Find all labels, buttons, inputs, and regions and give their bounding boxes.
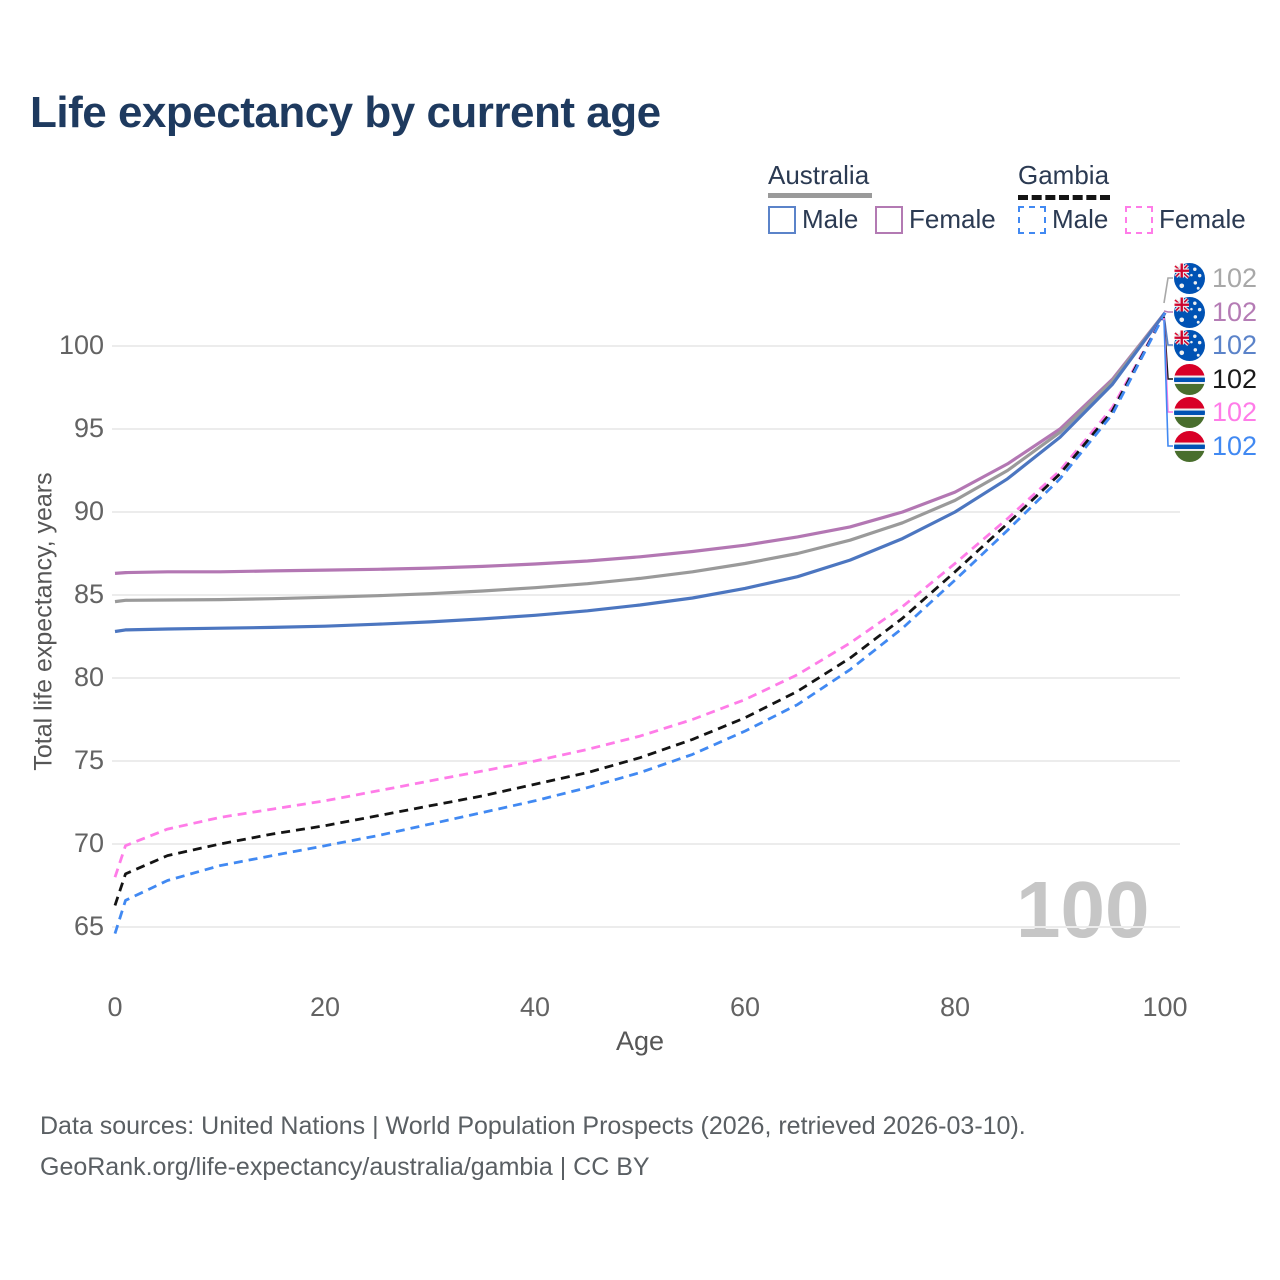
- australia-flag-icon: [1174, 262, 1205, 294]
- source-line-1: Data sources: United Nations | World Pop…: [40, 1112, 1026, 1140]
- end-value-label: 102: [1212, 296, 1258, 327]
- source-line-2[interactable]: GeoRank.org/life-expectancy/australia/ga…: [40, 1153, 650, 1181]
- series-line-australia-all[interactable]: [114, 311, 1167, 604]
- series-line-gambia-male[interactable]: [113, 312, 1167, 935]
- end-label-leader-0: [1163, 277, 1173, 304]
- end-label-leader-5: [1163, 319, 1173, 447]
- series-line-gambia-female[interactable]: [113, 312, 1167, 878]
- y-tick-label-75: 75: [73, 745, 104, 775]
- watermark-100: 100: [1016, 865, 1150, 954]
- legend-item-australia-male[interactable]: Male: [768, 204, 858, 235]
- end-value-label: 102: [1212, 363, 1258, 394]
- australia-male-swatch-icon: [768, 205, 796, 234]
- y-tick-label-65: 65: [73, 911, 104, 941]
- y-tick-label-90: 90: [73, 496, 104, 526]
- end-label-leader-2: [1163, 314, 1173, 346]
- legend-item-label: Female: [909, 204, 996, 234]
- australia-flag-icon: [1174, 329, 1205, 361]
- legend-item-gambia-male[interactable]: Male: [1018, 204, 1108, 235]
- x-axis-title: Age: [615, 1026, 665, 1056]
- end-value-label: 102: [1212, 262, 1258, 293]
- legend-group-gambia: Gambia: [1018, 160, 1110, 200]
- end-value-label: 102: [1212, 329, 1258, 360]
- gambia-female-swatch-icon: [1125, 205, 1153, 234]
- y-tick-label-95: 95: [73, 413, 104, 443]
- end-value-label: 102: [1212, 430, 1258, 461]
- y-tick-label-80: 80: [73, 662, 104, 692]
- x-tick-label-40: 40: [519, 992, 551, 1022]
- legend-item-label: Male: [1052, 204, 1109, 234]
- y-tick-label-70: 70: [73, 828, 104, 858]
- y-tick-label-100: 100: [58, 330, 104, 360]
- end-label-row-australia-all: 102: [1174, 262, 1258, 294]
- x-tick-label-100: 100: [1142, 992, 1188, 1022]
- australia-female-swatch-icon: [875, 205, 903, 234]
- x-tick-label-0: 0: [107, 992, 123, 1022]
- gambia-flag-icon: [1174, 396, 1205, 428]
- legend-australia-underline: [768, 193, 872, 198]
- y-axis-title: Total life expectancy, years: [29, 472, 58, 771]
- australia-flag-icon: [1174, 296, 1205, 328]
- series-line-australia-male[interactable]: [114, 311, 1167, 634]
- gambia-flag-icon: [1174, 363, 1205, 395]
- page-title: Life expectancy by current age: [30, 88, 661, 137]
- gambia-flag-icon: [1174, 430, 1205, 462]
- legend-group-australia: Australia: [768, 160, 872, 198]
- end-label-row-gambia-all: 102: [1174, 363, 1258, 395]
- legend-item-gambia-female[interactable]: Female: [1125, 204, 1246, 235]
- gambia-male-swatch-icon: [1018, 205, 1046, 234]
- x-tick-label-20: 20: [309, 992, 341, 1022]
- end-label-row-gambia-female: 102: [1174, 396, 1258, 428]
- end-label-leader-1: [1163, 310, 1173, 313]
- end-label-row-australia-male: 102: [1174, 329, 1258, 361]
- x-tick-label-80: 80: [939, 992, 971, 1022]
- series-line-gambia-all[interactable]: [113, 312, 1167, 906]
- legend-gambia-label[interactable]: Gambia: [1018, 160, 1110, 190]
- x-tick-label-60: 60: [729, 992, 761, 1022]
- series-line-australia-female[interactable]: [114, 311, 1167, 575]
- end-label-row-gambia-male: 102: [1174, 430, 1258, 462]
- legend-item-label: Male: [802, 204, 859, 234]
- legend-australia-label[interactable]: Australia: [768, 160, 870, 190]
- y-tick-label-85: 85: [73, 579, 104, 609]
- legend-item-label: Female: [1159, 204, 1246, 234]
- end-label-row-australia-female: 102: [1174, 296, 1258, 328]
- legend-gambia-underline: [1018, 195, 1110, 200]
- end-value-label: 102: [1212, 396, 1258, 427]
- source-attribution: Data sources: United Nations | World Pop…: [40, 1106, 1026, 1188]
- legend-item-australia-female[interactable]: Female: [875, 204, 996, 235]
